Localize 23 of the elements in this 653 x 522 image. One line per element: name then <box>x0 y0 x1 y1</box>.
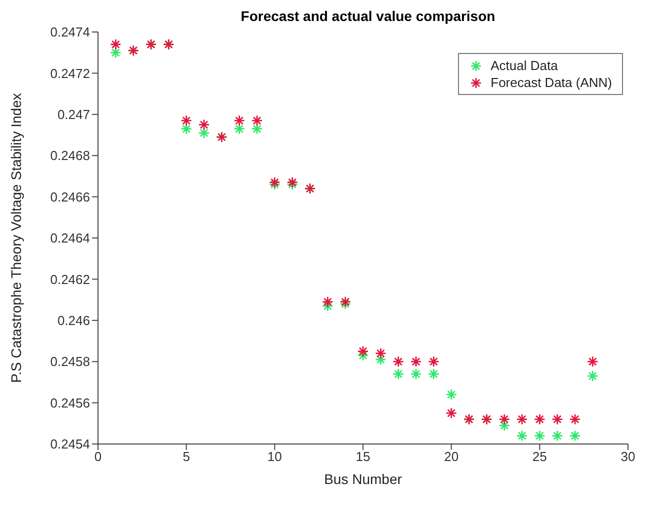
y-tick-label: 0.2454 <box>50 436 90 452</box>
y-tick-label: 0.2466 <box>50 189 90 204</box>
x-tick-label: 20 <box>444 449 459 464</box>
y-tick-label: 0.2456 <box>50 395 90 410</box>
y-tick-label: 0.2468 <box>50 148 90 164</box>
y-tick-label: 0.2464 <box>50 230 90 246</box>
x-tick-label: 30 <box>620 449 636 464</box>
y-tick-label: 0.2474 <box>50 24 90 40</box>
y-tick-label: 0.2458 <box>50 354 90 370</box>
y-tick-label: 0.247 <box>57 107 90 122</box>
y-tick-label: 0.246 <box>57 313 90 328</box>
x-tick-label: 15 <box>356 449 370 464</box>
y-tick-label: 0.2462 <box>50 272 90 287</box>
x-axis-title: Bus Number <box>324 471 402 487</box>
y-axis-title: P.S Catastrophe Theory Voltage Stability Index <box>8 93 24 383</box>
x-tick-label: 5 <box>182 449 190 464</box>
x-tick-label: 25 <box>532 449 547 464</box>
x-tick-label: 0 <box>94 449 102 464</box>
chart-title: Forecast and actual value comparison <box>240 8 496 24</box>
legend-label: Actual Data <box>490 57 558 74</box>
y-tick-label: 0.2472 <box>50 66 90 81</box>
x-tick-label: 10 <box>267 449 282 464</box>
legend-label: Forecast Data (ANN) <box>490 74 612 91</box>
